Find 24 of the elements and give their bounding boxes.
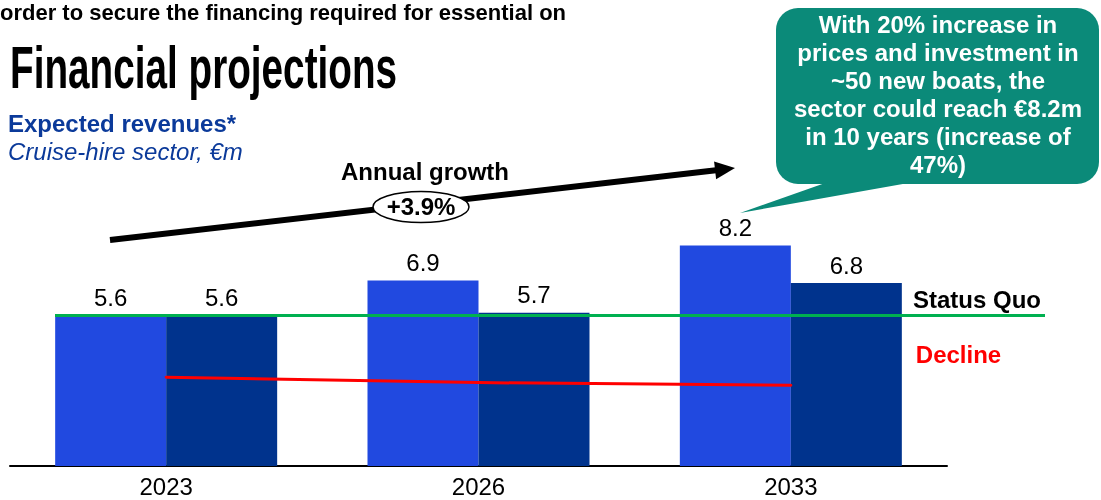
bar <box>166 315 278 466</box>
data-label: 6.9 <box>406 248 440 276</box>
text: +3.9% <box>386 193 456 220</box>
x-tick-label: 2033 <box>764 472 818 500</box>
x-tick-label: 2026 <box>451 472 506 500</box>
text: With 20% increase in prices and investment in ~50 new boats, the sector could reach €8.2m in 10 years (increase of 47%) <box>793 11 1083 179</box>
chart-title: Financial projections <box>10 34 398 101</box>
data-label: 5.6 <box>204 283 239 311</box>
data-label: 6.8 <box>829 251 864 279</box>
text: Annual growth <box>341 158 509 185</box>
bar <box>367 280 479 466</box>
chart-subtitle: Expected revenues* <box>8 110 237 137</box>
bar <box>790 283 902 466</box>
bar <box>55 315 167 466</box>
text: Decline <box>915 340 1002 368</box>
data-label: 8.2 <box>718 213 753 241</box>
text: order to secure the financing required for essential on <box>0 0 567 26</box>
ref-line-label: Status Quo <box>912 285 1041 313</box>
x-tick-label: 2023 <box>139 472 193 500</box>
bar <box>679 245 791 466</box>
data-label: 5.7 <box>517 281 551 309</box>
data-label: 5.6 <box>93 283 128 311</box>
y-axis-title: Cruise-hire sector, €m <box>8 138 243 165</box>
bar <box>478 312 590 466</box>
